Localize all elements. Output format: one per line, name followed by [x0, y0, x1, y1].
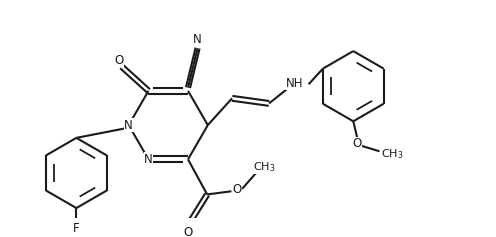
- Text: F: F: [73, 222, 80, 235]
- Text: CH$_3$: CH$_3$: [252, 160, 275, 174]
- Text: O: O: [353, 137, 362, 150]
- Text: N: N: [124, 118, 133, 132]
- Text: N: N: [193, 33, 202, 46]
- Text: N: N: [144, 153, 153, 166]
- Text: O: O: [115, 54, 124, 67]
- Text: CH$_3$: CH$_3$: [381, 148, 403, 161]
- Text: O: O: [184, 226, 192, 237]
- Text: NH: NH: [286, 77, 304, 90]
- Text: O: O: [233, 183, 242, 196]
